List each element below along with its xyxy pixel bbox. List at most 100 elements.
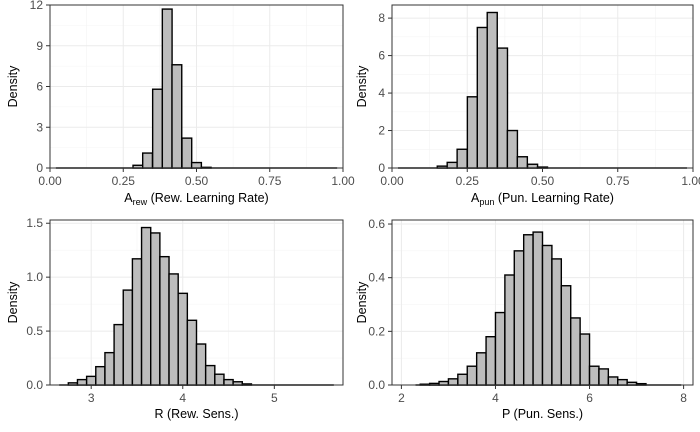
chart-panel-4: 2 4 6 8 0.0 0.2 0.4 0.6 P (Pun. Sens.) Density [355,217,694,421]
histogram-bar-18 [223,378,234,386]
histogram-bar-10 [150,232,161,386]
histogram-bar-13 [532,231,544,386]
histogram-bar-8 [131,258,143,386]
histogram-bar-2 [446,161,458,169]
y-tick-label: 6 [36,80,43,94]
x-tick-label: 6 [586,391,593,405]
x-axis-title: Apun (Pun. Learning Rate) [471,191,614,207]
histogram-bar-5 [171,64,183,169]
x-tick-label: 1.00 [331,174,355,188]
y-tick-label: 0 [378,161,385,175]
histogram-bar-3 [438,380,450,386]
histogram-bar-18 [579,333,591,386]
y-tick-label: 0.6 [368,217,385,231]
histogram-bar-12 [522,234,534,386]
histogram-bar-6 [466,365,478,386]
histogram-bar-7 [122,289,134,386]
histogram-bar-21 [607,376,619,386]
y-tick-label: 2 [378,124,385,138]
chart-panel-3: 3 4 5 0.0 0.5 1.0 1.5 R (Rew. Sens.) Density [6,216,344,421]
histogram-bar-5 [476,26,489,169]
y-tick-label: 6 [378,49,385,63]
histogram-bar-10 [526,163,539,169]
histogram-bar-14 [541,244,553,386]
histogram-bar-11 [159,255,170,386]
histogram-bar-4 [466,96,479,169]
x-tick-label: 0.50 [531,174,555,188]
y-tick-label: 0.0 [368,378,385,392]
histogram-bar-9 [516,156,529,169]
histogram-bar-20 [598,368,610,386]
histogram-bar-12 [168,273,179,386]
histogram-bar-7 [496,47,509,169]
chart-panel-1: 0.00 0.25 0.50 0.75 1.00 0 3 6 9 12 Arew (Rew. Lea… [6,0,355,207]
histogram-bar-19 [588,365,600,386]
x-tick-label: 0.25 [456,174,480,188]
y-tick-label: 3 [36,120,43,134]
histogram-bar-8 [485,336,497,386]
histogram-bar-7 [475,352,487,386]
x-tick-label: 0.50 [185,174,209,188]
x-tick-label: 0.00 [38,174,62,188]
y-axis-title: Density [355,65,369,107]
histogram-bar-17 [570,317,581,386]
histogram-bar-4 [447,378,459,386]
histogram-bar-4 [161,8,173,169]
histogram-bar-9 [140,226,152,386]
x-axis-title: R (Rew. Sens.) [154,407,238,421]
x-tick-label: 1.00 [681,174,700,188]
x-tick-label: 0.00 [380,174,404,188]
y-tick-label: 0.4 [368,271,385,285]
x-tick-label: 4 [492,391,499,405]
histogram-bar-22 [617,378,628,386]
x-tick-label: 0.75 [258,174,282,188]
x-tick-label: 5 [271,391,278,405]
x-tick-label: 0.75 [606,174,630,188]
y-tick-label: 1.0 [26,270,43,284]
histogram-bar-2 [141,152,154,169]
histogram-bar-5 [457,373,468,386]
x-axis-title: Arew (Rew. Learning Rate) [124,191,268,207]
y-tick-label: 0.0 [26,378,43,392]
histogram-bar-8 [506,129,519,169]
y-tick-label: 1.5 [26,216,43,230]
histogram-bar-6 [181,137,193,169]
y-axis-title: Density [6,281,20,323]
histogram-bar-3 [151,88,164,169]
x-tick-label: 8 [680,391,687,405]
y-tick-label: 4 [378,86,385,100]
histogram-bar-7 [190,161,203,169]
histogram-bar-3 [456,148,468,169]
histogram-bar-10 [504,274,515,386]
histogram-bar-16 [204,364,216,386]
y-tick-label: 0.5 [26,324,43,338]
x-tick-label: 3 [88,391,95,405]
histogram-bar-14 [186,319,198,386]
histogram-bar-9 [494,311,506,386]
y-tick-label: 0 [36,161,43,175]
histogram-bar-3 [85,375,97,386]
histogram-bar-16 [560,285,572,386]
chart-panel-2: 0.00 0.25 0.50 0.75 1.00 0 2 4 6 8 Apun (Pun. Lear… [355,4,700,207]
panel-border [49,219,344,386]
x-tick-label: 4 [179,391,186,405]
histogram-bar-5 [104,351,115,386]
histogram-bar-17 [214,373,225,386]
histogram-bar-4 [95,365,106,386]
histogram-bar-15 [195,343,207,386]
y-tick-label: 9 [36,39,43,53]
y-axis-title: Density [355,281,369,323]
panel-border [391,219,694,386]
y-axis-title: Density [6,65,20,107]
histogram-bar-13 [177,292,189,386]
histogram-bar-6 [486,11,498,169]
y-tick-label: 0.2 [368,324,385,338]
histogram-bar-6 [113,323,124,386]
histogram-bar-15 [551,258,563,386]
x-tick-label: 2 [398,391,405,405]
x-tick-label: 0.25 [112,174,136,188]
histogram-bar-2 [76,378,88,386]
x-axis-title: P (Pun. Sens.) [502,407,583,421]
y-tick-label: 12 [30,0,44,12]
